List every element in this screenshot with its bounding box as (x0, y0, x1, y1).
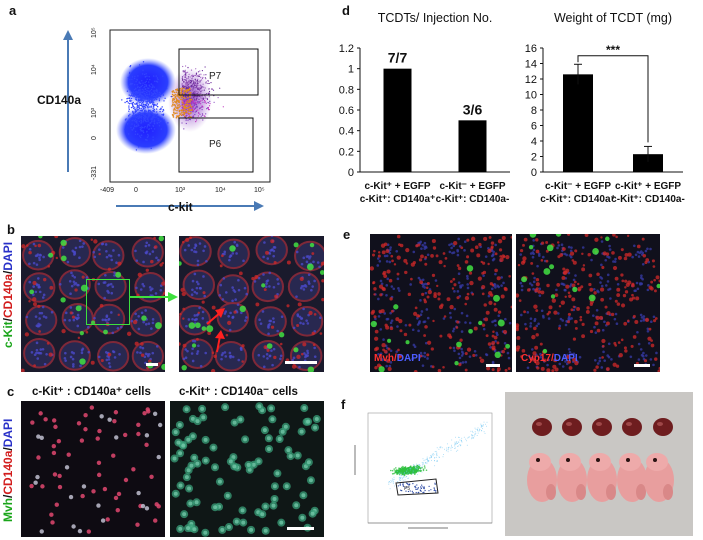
panel-label-f: f (341, 397, 346, 412)
significance-label: *** (606, 43, 620, 57)
gate-p6-label: P6 (209, 139, 222, 150)
flow-cytometry-plot: P7 P6 10⁵ 10⁴ 10³ 0 -331 -409 0 10³ 10⁴ … (37, 27, 271, 214)
y-tick-label: 0.4 (339, 126, 354, 138)
micrograph-cd140a-negative-cells (170, 401, 324, 537)
y-tick-label: 12 (525, 74, 537, 86)
category-label: c-Kit⁺: CD140a⁺ (360, 194, 436, 205)
panel-label-c: c (7, 384, 15, 399)
y-tick-label: 2 (531, 152, 537, 164)
zoom-box (86, 279, 130, 325)
mvh-dapi-label: Mvh/DAPI (374, 353, 421, 364)
bar-data-label: 7/7 (388, 50, 408, 66)
scale-bar (486, 364, 500, 367)
panel-label-a: a (9, 3, 17, 18)
y-tick-label: 8 (531, 105, 537, 117)
tcdt-sample (562, 418, 582, 436)
c-header-right: c-Kit⁺ : CD140a⁻ cells (179, 386, 298, 398)
category-label: c-Kit⁺ + EGFP (615, 181, 681, 192)
bar-chart-tcdt-ratio: TCDTs/ Injection No. 0 0.2 0.4 0.6 0.8 1 1.2 7/7… (339, 11, 510, 205)
chart-title: TCDTs/ Injection No. (378, 11, 493, 25)
x-tick: 0 (134, 187, 138, 194)
category-label: c-Kit⁻ + EGFP (545, 181, 611, 192)
red-arrow-icon (206, 308, 225, 353)
category-label: c-Kit⁻ + EGFP (439, 181, 505, 192)
x-tick: 10⁴ (215, 187, 226, 194)
bar-data-label: 3/6 (463, 101, 483, 117)
y-tick-label: 10 (525, 90, 537, 102)
x-tick: -409 (100, 187, 114, 194)
gate-p7-label: P7 (209, 71, 222, 82)
y-tick: 10³ (91, 107, 98, 118)
bar (458, 120, 487, 172)
y-tick-label: 1 (348, 64, 354, 76)
category-label: c-Kit⁺: CD140a- (436, 194, 510, 205)
scale-bar (146, 363, 158, 366)
y-tick-label: 0 (348, 167, 354, 179)
photo-tcdt-embryos (505, 392, 693, 536)
y-tick-label: 0.2 (339, 146, 354, 158)
zoom-arrow (130, 292, 178, 302)
y-tick: 0 (91, 136, 98, 140)
y-tick-label: 0.8 (339, 84, 354, 96)
micrograph-cyp17-dapi: Cyp17/DAPI (516, 234, 660, 372)
y-tick: 10⁵ (91, 27, 98, 38)
tcdt-sample (532, 418, 552, 436)
micrograph-cd140a-positive-cells (21, 401, 165, 537)
c-header-left: c-Kit⁺ : CD140a⁺ cells (32, 386, 151, 398)
y-tick-label: 0 (531, 167, 537, 179)
tcdt-sample (653, 418, 673, 436)
bar (633, 154, 663, 172)
y-tick-label: 0.6 (339, 105, 354, 117)
y-tick-label: 1.2 (339, 43, 354, 55)
x-tick: 10³ (175, 187, 186, 194)
scale-bar (285, 361, 317, 364)
flow-y-axis-label: CD140a (37, 93, 81, 107)
flow-x-axis-label: c-kit (168, 200, 193, 214)
micrograph-ckit-cd140a-zoom (179, 236, 324, 372)
x-tick: 10⁵ (254, 187, 265, 194)
category-label: c-Kit⁺: CD140a⁺ (540, 194, 616, 205)
y-tick: -331 (91, 166, 98, 180)
panel-label-d: d (342, 3, 350, 18)
category-label: c-Kit⁺: CD140a- (611, 194, 685, 205)
b-stain-label: c-Kit/CD140a/DAPI (1, 241, 15, 348)
bar-chart-tcdt-weight: Weight of TCDT (mg) 0 2 4 6 8 10 12 14 16 c-Kit⁻ +… (525, 11, 685, 205)
category-label: c-Kit⁺ + EGFP (364, 181, 430, 192)
sort-scatter-plot: P5 (348, 405, 500, 535)
significance-bracket (577, 55, 649, 143)
panel-label-e: e (343, 227, 351, 242)
gate-p5-label: P5 (404, 486, 410, 492)
scale-bar (287, 527, 314, 530)
micrograph-ckit-cd140a (21, 236, 165, 372)
tcdt-sample (592, 418, 612, 436)
cyp17-dapi-label: Cyp17/DAPI (521, 353, 578, 364)
panel-label-b: b (7, 222, 15, 237)
y-tick-label: 4 (531, 136, 537, 148)
bar (383, 68, 412, 172)
y-tick-label: 14 (525, 59, 537, 71)
y-tick-label: 16 (525, 43, 537, 55)
scale-bar (634, 364, 650, 367)
y-tick: 10⁴ (91, 64, 98, 75)
c-stain-label: Mvh/CD140a/DAPI (1, 418, 15, 522)
micrograph-mvh-dapi: Mvh/DAPI (370, 234, 512, 372)
tcdt-sample (622, 418, 642, 436)
chart-title: Weight of TCDT (mg) (554, 11, 672, 25)
y-tick-label: 6 (531, 121, 537, 133)
bar (563, 74, 593, 172)
